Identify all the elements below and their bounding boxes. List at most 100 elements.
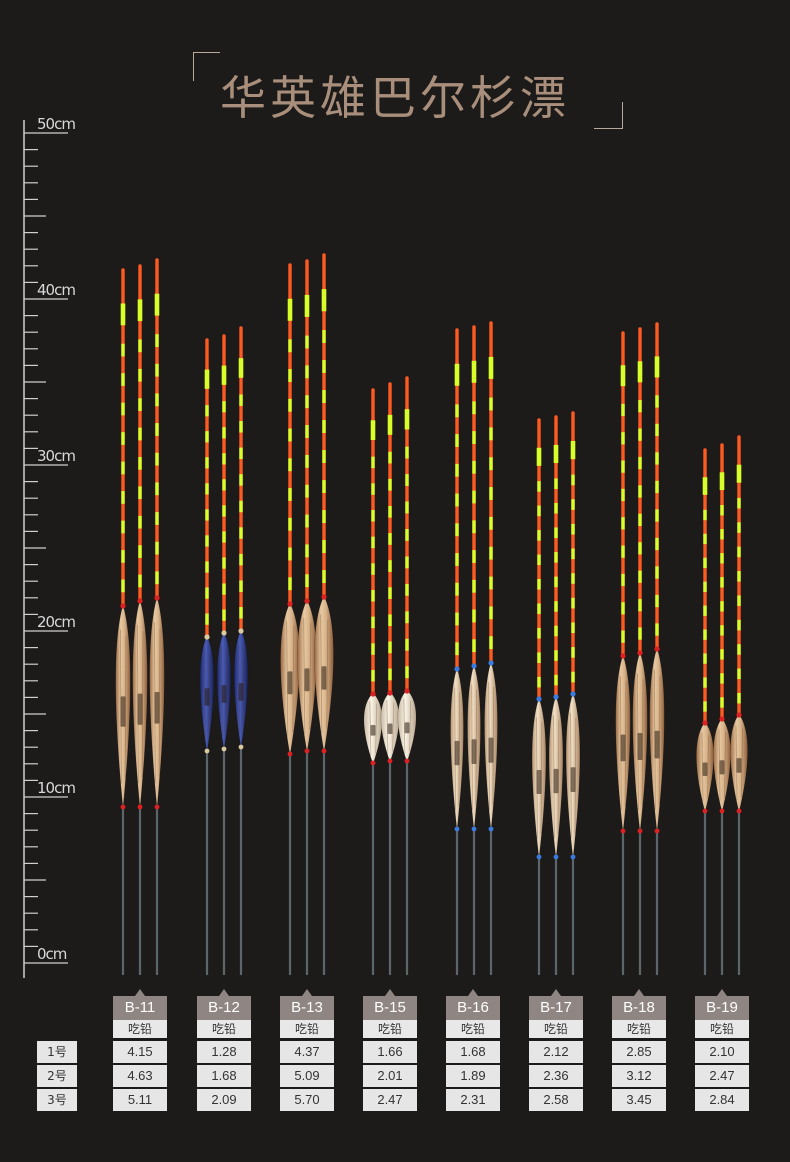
model-code: B-16 [446, 989, 500, 1020]
float-grain [320, 614, 323, 734]
float-grain [369, 701, 372, 756]
float-brand-mark [238, 683, 244, 701]
float-brand-mark [488, 737, 494, 763]
float-brand-mark [287, 671, 293, 695]
float-ring [702, 720, 708, 726]
lead-capacity-value: 1.28 [197, 1041, 251, 1063]
size-row-label: 1号 [37, 1041, 77, 1063]
model-code: B-12 [197, 989, 251, 1020]
lead-capacity-header: 吃铅 [446, 1020, 500, 1038]
size-row-label: 2号 [37, 1065, 77, 1087]
float-grain [658, 675, 661, 805]
float-ring [536, 696, 542, 702]
float-brand-mark [654, 730, 660, 759]
float-brand-mark [120, 696, 126, 727]
float-brand-mark [204, 688, 210, 706]
float-ring [221, 630, 227, 636]
ruler-label: 30cm [37, 447, 75, 465]
float-grain [158, 628, 161, 777]
model-column-b-16: B-16 吃铅 1.68 1.89 2.31 [446, 989, 500, 1111]
lead-capacity-value: 4.15 [113, 1041, 167, 1063]
float-grain [392, 702, 395, 752]
float-brand-mark [154, 691, 160, 724]
size-row-label: 3号 [37, 1089, 77, 1111]
float-brand-mark [736, 758, 742, 773]
model-code: B-19 [695, 989, 749, 1020]
lead-capacity-value: 2.36 [529, 1065, 583, 1087]
float-ring [154, 595, 160, 601]
float-group [115, 253, 748, 975]
float-grain [141, 631, 144, 777]
ruler-label: 10cm [37, 779, 75, 797]
float-ring [620, 653, 626, 659]
lead-capacity-header: 吃铅 [113, 1020, 167, 1038]
float-brand-mark [536, 770, 542, 794]
model-code: B-15 [363, 989, 417, 1020]
float-grain [303, 618, 306, 734]
float-brand-mark [719, 760, 725, 775]
lead-capacity-header: 吃铅 [197, 1020, 251, 1038]
lead-capacity-header: 吃铅 [280, 1020, 334, 1038]
float-ring [570, 691, 576, 697]
float-ring [404, 688, 410, 694]
lead-capacity-value: 2.31 [446, 1089, 500, 1111]
lead-capacity-value: 2.84 [695, 1089, 749, 1111]
model-column-b-19: B-19 吃铅 2.10 2.47 2.84 [695, 989, 749, 1111]
float-ring [719, 808, 725, 814]
float-ring [454, 666, 460, 672]
float-ring [204, 634, 210, 640]
float-ring [553, 694, 559, 700]
float-ring [654, 646, 660, 652]
lead-capacity-value: 3.12 [612, 1065, 666, 1087]
float-ring [120, 804, 126, 810]
float-grain [124, 635, 127, 778]
float-grain [309, 622, 312, 730]
float-set-b-17 [531, 411, 581, 975]
float-ring [387, 690, 393, 696]
float-brand-mark [454, 740, 460, 766]
lead-capacity-value: 1.68 [197, 1065, 251, 1087]
floats-illustration: 50cm 40cm 30cm 20cm 10cm 0cm [23, 115, 748, 978]
float-grain [724, 732, 726, 798]
float-ring [387, 758, 393, 764]
length-ruler: 50cm 40cm 30cm 20cm 10cm 0cm [23, 115, 76, 978]
float-ring [137, 598, 143, 604]
lead-capacity-header: 吃铅 [612, 1020, 666, 1038]
float-ring [221, 746, 227, 752]
lead-capacity-value: 4.37 [280, 1041, 334, 1063]
float-ring [570, 854, 576, 860]
lead-capacity-value: 2.12 [529, 1041, 583, 1063]
model-column-b-13: B-13 吃铅 4.37 5.09 5.70 [280, 989, 334, 1111]
lead-capacity-value: 5.70 [280, 1089, 334, 1111]
float-brand-mark [370, 724, 376, 736]
lead-capacity-value: 2.47 [695, 1065, 749, 1087]
float-set-b-11 [115, 258, 165, 975]
float-set-b-18 [615, 322, 665, 975]
lead-capacity-value: 4.63 [113, 1065, 167, 1087]
lead-capacity-value: 2.09 [197, 1089, 251, 1111]
float-brand-mark [387, 723, 393, 734]
lead-capacity-value: 5.09 [280, 1065, 334, 1087]
float-ring [238, 744, 244, 750]
float-ring [204, 748, 210, 754]
model-column-b-17: B-17 吃铅 2.12 2.36 2.58 [529, 989, 583, 1111]
float-ring [137, 804, 143, 810]
model-column-b-11: B-11 吃铅 4.15 4.63 5.11 [113, 989, 167, 1111]
float-ring [719, 716, 725, 722]
model-column-b-12: B-12 吃铅 1.28 1.68 2.09 [197, 989, 251, 1111]
float-brand-mark [553, 768, 559, 794]
float-brand-mark [702, 762, 708, 776]
float-ring [471, 663, 477, 669]
float-ring [287, 751, 293, 757]
float-brand-mark [404, 722, 410, 734]
ruler-label: 50cm [37, 115, 75, 133]
float-grain [707, 735, 709, 799]
lead-capacity-value: 5.11 [113, 1089, 167, 1111]
float-brand-mark [471, 739, 477, 764]
lead-capacity-value: 2.10 [695, 1041, 749, 1063]
float-ring [404, 758, 410, 764]
float-brand-mark [620, 734, 626, 762]
lead-capacity-header: 吃铅 [363, 1020, 417, 1038]
lead-capacity-header: 吃铅 [529, 1020, 583, 1038]
float-set-b-13 [280, 253, 334, 975]
